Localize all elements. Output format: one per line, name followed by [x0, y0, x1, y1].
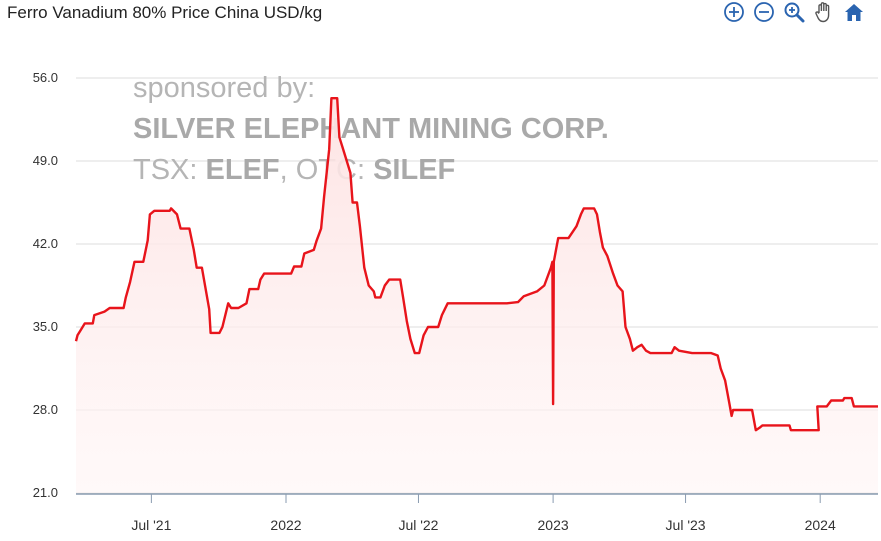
watermark-line3: TSX: ELEF, OTC: SILEF: [133, 154, 455, 186]
zoom-in-icon[interactable]: [722, 0, 746, 24]
x-tick-label: Jul '23: [666, 517, 706, 533]
watermark-prefix: TSX:: [133, 154, 206, 186]
watermark-ticker-tsx: ELEF: [206, 154, 280, 186]
pan-hand-icon[interactable]: [812, 0, 836, 24]
x-tick-label: Jul '22: [398, 517, 438, 533]
y-tick-label: 56.0: [33, 70, 58, 85]
x-tick-label: 2022: [270, 517, 301, 533]
x-tick-label: 2023: [538, 517, 569, 533]
chart-toolbar: [722, 0, 866, 24]
magnifier-zoom-icon[interactable]: [782, 0, 806, 24]
price-series-line: [74, 97, 878, 432]
sponsor-watermark: sponsored by: SILVER ELEPHANT MINING COR…: [133, 72, 609, 186]
chart-title: Ferro Vanadium 80% Price China USD/kg: [7, 3, 323, 22]
x-tick-label: Jul '21: [131, 517, 171, 533]
zoom-out-icon[interactable]: [752, 0, 776, 24]
y-tick-label: 21.0: [33, 485, 58, 500]
y-axis-labels: 21.0 28.0 35.0 42.0 49.0 56.0: [33, 70, 58, 500]
home-reset-icon[interactable]: [842, 0, 866, 24]
watermark-ticker-otc: SILEF: [373, 154, 455, 186]
y-tick-label: 28.0: [33, 402, 58, 417]
y-tick-label: 35.0: [33, 319, 58, 334]
watermark-line1: sponsored by:: [133, 72, 315, 104]
x-axis: Jul '21 2022 Jul '22 2023 Jul '23 2024: [76, 493, 878, 533]
price-area-fill: [76, 98, 878, 493]
x-tick-label: 2024: [805, 517, 836, 533]
y-tick-label: 42.0: [33, 236, 58, 251]
y-tick-label: 49.0: [33, 153, 58, 168]
watermark-line2: SILVER ELEPHANT MINING CORP.: [133, 113, 609, 145]
